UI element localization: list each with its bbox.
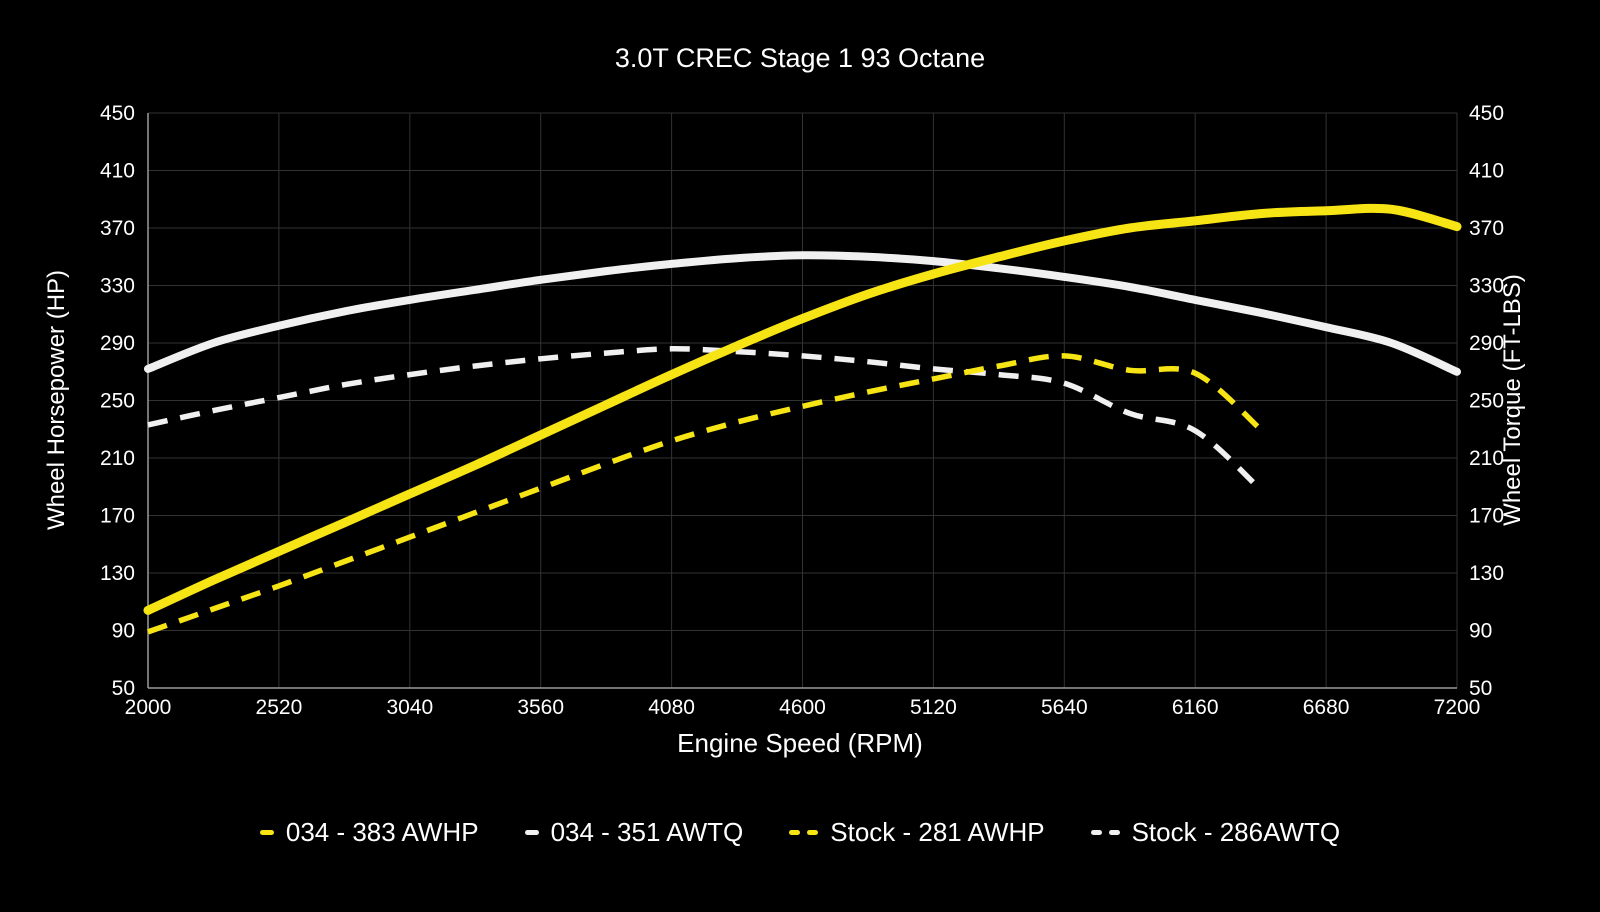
- y-tick-label-right: 370: [1469, 217, 1504, 240]
- x-tick-label: 4600: [779, 696, 826, 719]
- series-line-stock-286awtq: [147, 346, 1263, 492]
- chart-title: 3.0T CREC Stage 1 93 Octane: [614, 43, 986, 73]
- y-tick-label-left: 330: [100, 275, 135, 298]
- y-tick-label-right: 130: [1469, 562, 1504, 585]
- legend-item-034-351-awtq: 034 - 351 AWTQ: [524, 817, 744, 848]
- y-tick-label-right: 90: [1469, 620, 1492, 643]
- y-tick-label-left: 210: [100, 447, 135, 470]
- legend-item-034-383-awhp: 034 - 383 AWHP: [259, 817, 479, 848]
- x-tick-label: 5120: [910, 696, 957, 719]
- legend-label: 034 - 351 AWTQ: [550, 817, 744, 847]
- legend-dash-icon: [1108, 830, 1120, 835]
- y-axis-title-left: Wheel Horsepower (HP): [43, 269, 70, 531]
- legend-label: Stock - 286AWTQ: [1131, 817, 1341, 847]
- solid-line-marker-icon: [524, 830, 539, 835]
- x-tick-label: 2520: [256, 696, 303, 719]
- x-tick-label: 3040: [386, 696, 433, 719]
- y-tick-label-left: 170: [100, 505, 135, 528]
- series-line-034-383-awhp: [143, 203, 1462, 615]
- chart-legend: 034 - 383 AWHP 034 - 351 AWTQ Stock - 281 …: [0, 817, 1600, 848]
- y-tick-label-right: 210: [1469, 447, 1504, 470]
- legend-dash-icon: [807, 830, 819, 835]
- y-tick-label-left: 410: [100, 160, 135, 183]
- x-tick-label: 7200: [1434, 696, 1481, 719]
- solid-line-marker-icon: [259, 830, 274, 835]
- y-tick-label-left: 90: [112, 620, 135, 643]
- legend-dash-icon: [524, 830, 539, 835]
- x-tick-label: 5640: [1041, 696, 1088, 719]
- y-tick-label-right: 170: [1469, 505, 1504, 528]
- y-axis-title-right: Wheel Torque (FT-LBS): [1499, 274, 1526, 526]
- x-tick-label: 3560: [517, 696, 564, 719]
- legend-dash-icon: [1090, 830, 1102, 835]
- x-tick-label: 6160: [1172, 696, 1219, 719]
- series-line-stock-281-awhp: [147, 353, 1263, 635]
- legend-item-stock-281-awhp: Stock - 281 AWHP: [789, 817, 1045, 848]
- x-tick-label: 4080: [648, 696, 695, 719]
- y-tick-label-left: 450: [100, 102, 135, 125]
- y-tick-label-right: 410: [1469, 160, 1504, 183]
- legend-item-stock-286awtq: Stock - 286AWTQ: [1090, 817, 1341, 848]
- y-tick-label-right: 290: [1469, 332, 1504, 355]
- y-tick-label-left: 250: [100, 390, 135, 413]
- x-axis-title: Engine Speed (RPM): [677, 728, 923, 758]
- y-tick-label-left: 130: [100, 562, 135, 585]
- x-tick-label: 2000: [125, 696, 172, 719]
- y-tick-label-right: 450: [1469, 102, 1504, 125]
- dashed-line-marker-icon: [789, 830, 819, 835]
- legend-dash-icon: [789, 830, 801, 835]
- y-tick-label-left: 370: [100, 217, 135, 240]
- x-tick-label: 6680: [1303, 696, 1350, 719]
- y-tick-label-left: 290: [100, 332, 135, 355]
- y-tick-label-left: 50: [112, 677, 135, 700]
- y-tick-label-right: 250: [1469, 390, 1504, 413]
- legend-label: Stock - 281 AWHP: [830, 817, 1045, 847]
- series-line-034-351-awtq: [144, 251, 1461, 376]
- y-tick-label-right: 330: [1469, 275, 1504, 298]
- y-tick-label-right: 50: [1469, 677, 1492, 700]
- legend-dash-icon: [259, 830, 274, 835]
- dashed-line-marker-icon: [1090, 830, 1120, 835]
- legend-label: 034 - 383 AWHP: [285, 817, 479, 847]
